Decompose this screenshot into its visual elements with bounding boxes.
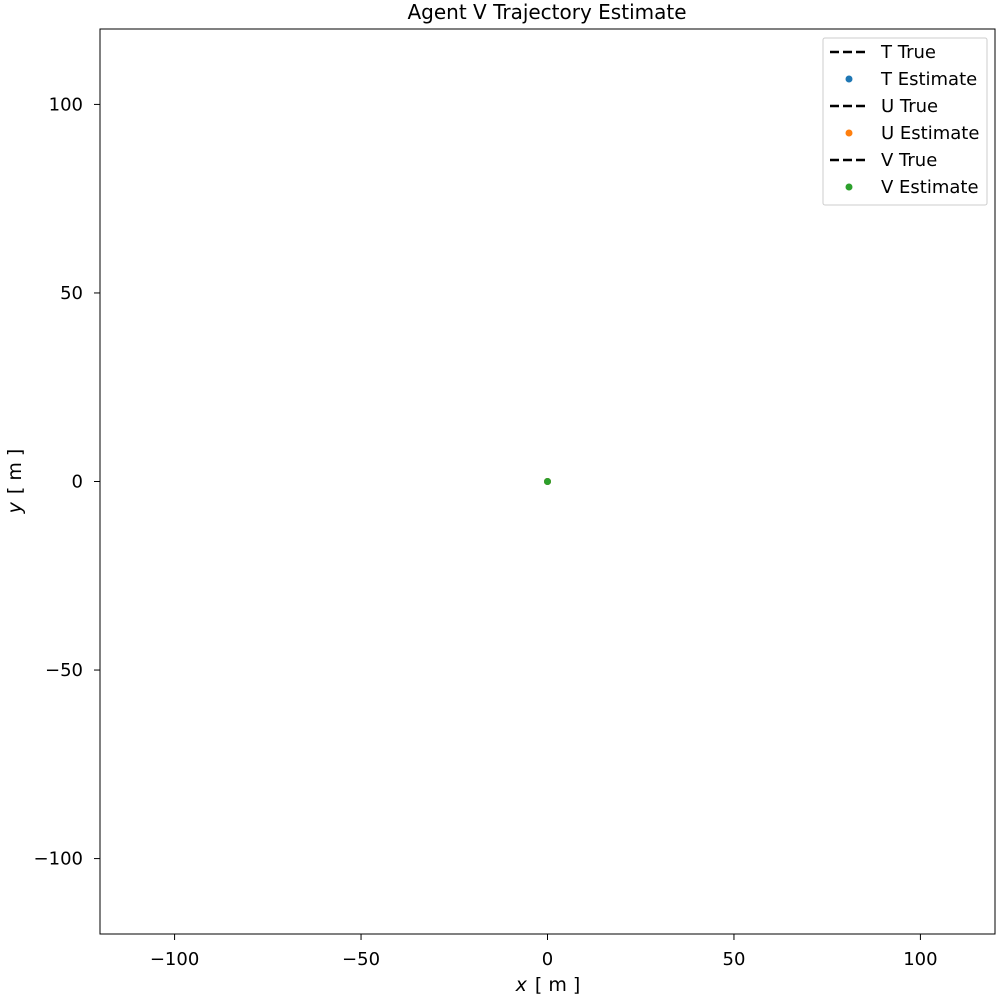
legend-item-u-true: U True xyxy=(830,96,938,117)
x-tick-label: 100 xyxy=(903,949,937,970)
data-marks xyxy=(544,478,551,485)
legend-marker-swatch xyxy=(845,129,853,137)
y-tick-label: 50 xyxy=(60,283,83,304)
y-tick-label: −50 xyxy=(45,660,83,681)
legend-label: V Estimate xyxy=(881,177,979,198)
x-tick-label: −50 xyxy=(342,949,380,970)
y-tick-label: −100 xyxy=(34,849,83,870)
legend-item-v-true: V True xyxy=(830,150,937,171)
legend-frame xyxy=(822,37,988,206)
x-tick-label: 50 xyxy=(723,949,746,970)
legend-item-v-estimate: V Estimate xyxy=(845,177,979,198)
axis-ticks: −100 −50 0 50 100 −100 −50 0 50 100 xyxy=(34,94,938,970)
legend-label: T Estimate xyxy=(880,69,977,90)
legend-label: T True xyxy=(880,42,936,63)
y-axis-label: y [ m ] xyxy=(4,449,26,515)
x-tick-label: 0 xyxy=(542,949,553,970)
legend-marker-swatch xyxy=(845,183,853,191)
legend-item-u-estimate: U Estimate xyxy=(845,123,979,144)
legend-label: U Estimate xyxy=(881,123,979,144)
legend-label: U True xyxy=(881,96,938,117)
legend-marker-swatch xyxy=(845,75,853,83)
legend-item-t-true: T True xyxy=(830,42,936,63)
y-tick-label: 0 xyxy=(72,472,83,493)
v-estimate-point xyxy=(544,478,551,485)
x-axis-unit: [ m ] xyxy=(535,974,580,996)
x-axis-label: x [ m ] xyxy=(515,974,581,996)
y-axis-variable: y xyxy=(4,501,26,514)
x-axis-variable: x xyxy=(515,974,528,996)
y-axis-unit: [ m ] xyxy=(4,449,26,494)
legend-entries: T True T Estimate U True U Estimate V True V … xyxy=(830,42,979,198)
legend-label: V True xyxy=(881,150,937,171)
legend-item-t-estimate: T Estimate xyxy=(845,69,977,90)
x-tick-label: −100 xyxy=(150,949,199,970)
chart-title: Agent V Trajectory Estimate xyxy=(407,0,686,24)
y-tick-label: 100 xyxy=(49,94,83,115)
legend: T True T Estimate U True U Estimate V True V … xyxy=(822,37,988,206)
